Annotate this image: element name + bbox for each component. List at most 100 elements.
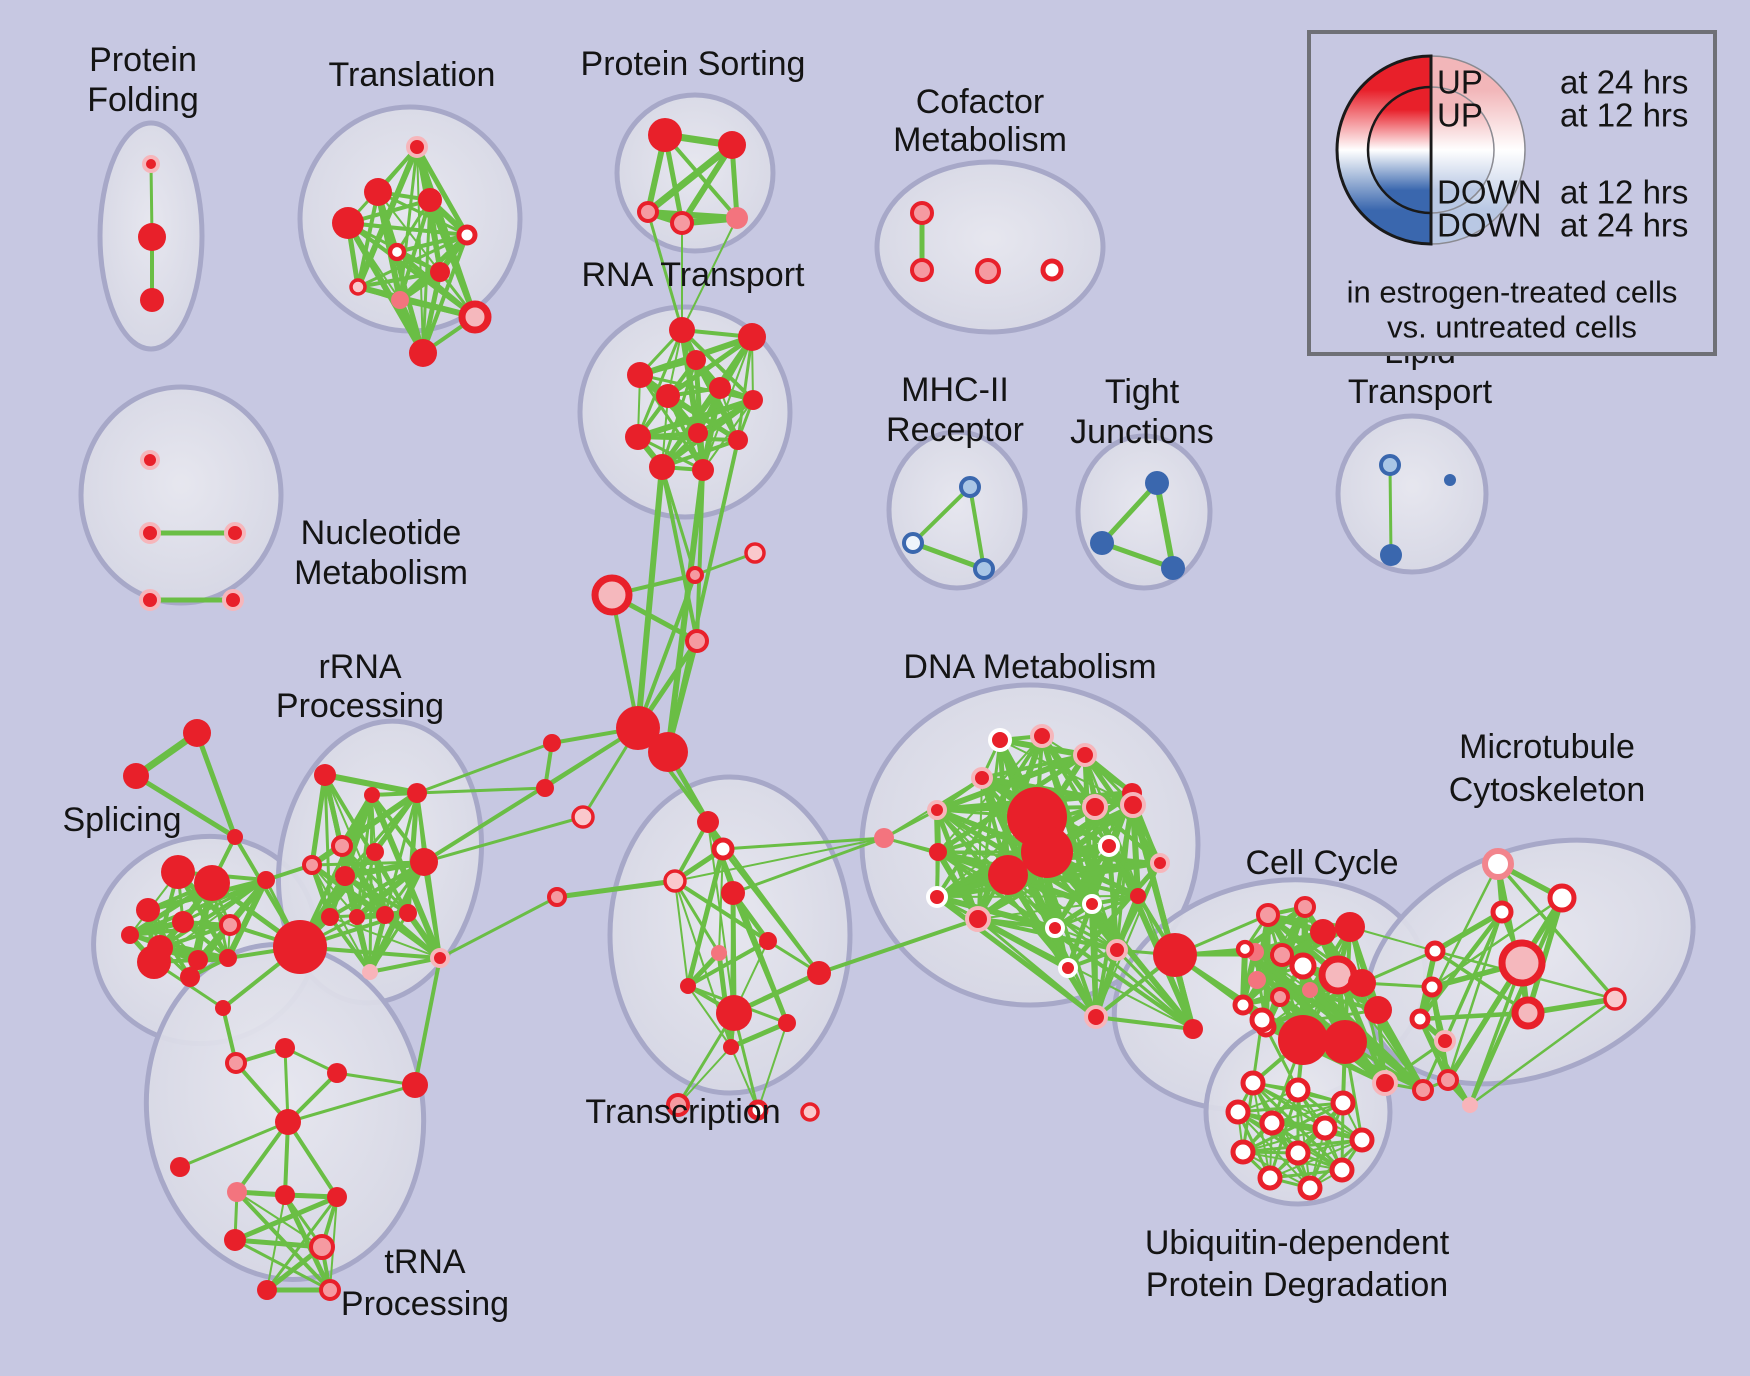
network-edge (286, 1120, 339, 1199)
network-node-red (988, 855, 1028, 895)
cluster-ellipse-nucleotide-metabolism (78, 384, 284, 606)
cluster-label-trna-processing: tRNA (384, 1243, 466, 1281)
network-edge (635, 464, 665, 731)
network-node-ringwhite (1257, 1165, 1283, 1191)
network-node-red (227, 829, 243, 845)
network-node-ringlight (663, 869, 687, 893)
network-node-ringpink (910, 201, 934, 225)
network-edge (355, 850, 377, 919)
legend-direction-label: UP (1437, 97, 1483, 134)
network-node-halopink (927, 800, 947, 820)
network-edge (665, 467, 706, 755)
legend-direction-label: DOWN (1437, 174, 1541, 211)
network-edge (721, 836, 886, 851)
network-node-red (718, 131, 746, 159)
network-node-ringpink (1294, 896, 1316, 918)
network-node-ringwhite (1424, 940, 1446, 962)
network-edge (673, 879, 770, 943)
network-node-red (697, 811, 719, 833)
network-edge (610, 593, 640, 730)
network-edge (646, 210, 684, 332)
legend-text: UP at 24 hrs UP at 12 hrs DOWN at 12 hrs DOWN a… (1347, 64, 1689, 345)
network-edge (679, 142, 735, 226)
network-edge (422, 860, 442, 960)
network-node-red (376, 906, 394, 924)
network-node-red (161, 855, 195, 889)
network-node-red (759, 932, 777, 950)
network-node-red (418, 188, 442, 212)
network-node-bluelight (1379, 454, 1401, 476)
network-edge (346, 221, 469, 237)
network-node-bluelight (959, 476, 981, 498)
network-edge (1242, 1127, 1326, 1153)
network-edge (934, 894, 1058, 931)
network-node-red (649, 454, 675, 480)
network-node-red (349, 909, 365, 925)
network-node-red (625, 424, 651, 450)
network-node-red (778, 1014, 796, 1032)
network-node-pink (874, 828, 894, 848)
network-node-blue (1161, 556, 1185, 580)
network-edge (1388, 463, 1393, 557)
cluster-label-rrna-processing: Processing (276, 687, 444, 725)
legend-caption: in estrogen-treated cells (1347, 275, 1678, 310)
network-node-ringlight (349, 278, 367, 296)
network-node-red (194, 865, 230, 901)
network-node-halopink (222, 589, 244, 611)
network-edge (674, 880, 689, 987)
network-edge (128, 933, 230, 960)
network-node-red (648, 732, 688, 772)
network-node-ringwhite (1349, 1127, 1375, 1153)
network-node-halopink (139, 522, 161, 544)
cluster-label-microtubule-cytoskeleton: Cytoskeleton (1449, 771, 1646, 809)
network-edge (702, 399, 754, 471)
network-node-ringwhite (1235, 939, 1255, 959)
network-node-red (1348, 969, 1376, 997)
network-node-halopink (142, 155, 160, 173)
network-node-ringpink (910, 258, 934, 282)
network-node-bluelight (973, 558, 995, 580)
network-node-pinkringwhite (1482, 848, 1514, 880)
network-node-red (275, 1109, 301, 1135)
network-edge (128, 878, 268, 937)
network-node-red (1183, 1019, 1203, 1039)
cluster-label-rrna-processing: rRNA (318, 648, 401, 686)
network-node-redlight (1511, 996, 1545, 1030)
cluster-label-rna-transport: RNA Transport (582, 256, 806, 294)
network-edge (636, 435, 740, 442)
network-node-red (723, 1039, 739, 1055)
network-node-ringpink (666, 1093, 690, 1117)
network-edge (415, 786, 547, 795)
network-edge (1468, 961, 1524, 1107)
network-node-ringpink (1412, 1079, 1434, 1101)
network-node-blue (1444, 474, 1456, 486)
network-node-ringwhite (1240, 1070, 1266, 1096)
network-node-halopink (965, 906, 991, 932)
cluster-label-cell-cycle: Cell Cycle (1245, 844, 1398, 882)
network-node-red (215, 1000, 231, 1016)
network-node-ringpink (225, 1052, 247, 1074)
network-node-red (172, 911, 194, 933)
network-node-red (140, 288, 164, 312)
network-node-pink (227, 1182, 247, 1202)
network-edge (372, 849, 388, 918)
network-edge (1251, 1081, 1327, 1130)
network-edge (665, 334, 755, 399)
network-node-red (1278, 1015, 1328, 1065)
network-node-red (709, 377, 731, 399)
legend-time-label: at 12 hrs (1560, 97, 1688, 134)
network-node-red (137, 945, 171, 979)
network-node-halopink (406, 136, 428, 158)
network-node-red (543, 734, 561, 752)
network-node-pink (1248, 971, 1266, 989)
network-node-red (327, 1063, 347, 1083)
cluster-label-protein-folding: Folding (87, 81, 199, 119)
network-node-blue (1090, 531, 1114, 555)
network-node-red (1364, 996, 1392, 1024)
network-node-red (688, 423, 708, 443)
network-edge (686, 939, 770, 988)
network-edge (1360, 981, 1387, 1085)
network-node-blue (1145, 471, 1169, 495)
network-node-ringlight (571, 805, 595, 829)
cluster-label-cofactor-metabolism: Cofactor (916, 83, 1045, 121)
